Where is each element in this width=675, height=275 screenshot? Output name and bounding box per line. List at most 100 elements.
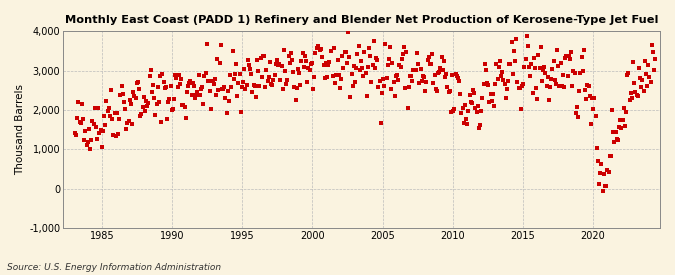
Point: [116, 84, 127, 89]
Point: [612, 138, 623, 142]
Point: [394, 63, 405, 68]
Point: [164, 97, 175, 101]
Point: [290, 98, 301, 102]
Point: [117, 92, 128, 97]
Point: [354, 68, 365, 73]
Point: [417, 74, 428, 78]
Point: [350, 80, 360, 84]
Point: [546, 77, 557, 82]
Point: [279, 69, 290, 74]
Point: [134, 86, 144, 91]
Point: [455, 92, 466, 97]
Point: [356, 65, 367, 70]
Point: [338, 65, 349, 70]
Point: [434, 70, 445, 74]
Point: [508, 72, 518, 76]
Point: [554, 84, 565, 89]
Point: [508, 49, 519, 53]
Point: [348, 64, 359, 68]
Point: [155, 74, 165, 78]
Point: [452, 76, 463, 80]
Point: [90, 125, 101, 130]
Point: [205, 89, 216, 93]
Point: [253, 69, 264, 73]
Point: [429, 73, 440, 77]
Point: [103, 106, 114, 110]
Point: [495, 59, 506, 64]
Point: [572, 105, 583, 110]
Point: [335, 85, 346, 90]
Point: [463, 109, 474, 113]
Point: [86, 138, 97, 142]
Point: [626, 96, 637, 100]
Point: [421, 80, 432, 84]
Point: [649, 67, 659, 72]
Point: [119, 107, 130, 111]
Point: [547, 67, 558, 71]
Point: [540, 71, 551, 75]
Point: [359, 50, 370, 54]
Point: [447, 73, 458, 77]
Point: [524, 65, 535, 69]
Point: [109, 111, 120, 115]
Point: [537, 79, 547, 83]
Point: [266, 82, 277, 87]
Point: [589, 96, 600, 101]
Point: [267, 82, 277, 87]
Point: [577, 69, 588, 73]
Point: [140, 109, 151, 113]
Point: [74, 120, 85, 124]
Point: [548, 59, 559, 63]
Point: [469, 91, 480, 95]
Point: [84, 147, 95, 151]
Point: [94, 131, 105, 135]
Point: [159, 86, 170, 90]
Point: [247, 90, 258, 95]
Point: [220, 96, 231, 101]
Point: [196, 87, 207, 91]
Point: [645, 80, 656, 84]
Point: [476, 109, 487, 113]
Point: [448, 109, 458, 113]
Point: [486, 99, 497, 103]
Point: [223, 89, 234, 93]
Point: [262, 79, 273, 83]
Point: [444, 89, 455, 93]
Point: [186, 92, 197, 97]
Point: [464, 93, 475, 97]
Point: [124, 98, 135, 102]
Point: [169, 97, 180, 101]
Point: [136, 112, 147, 116]
Point: [632, 94, 643, 98]
Point: [392, 73, 402, 78]
Point: [129, 94, 140, 98]
Point: [87, 119, 98, 123]
Point: [393, 77, 404, 82]
Point: [366, 80, 377, 84]
Point: [423, 55, 434, 60]
Point: [288, 70, 298, 74]
Point: [113, 132, 124, 136]
Point: [326, 19, 337, 24]
Point: [539, 65, 549, 70]
Point: [597, 189, 608, 194]
Point: [135, 114, 146, 119]
Point: [165, 84, 176, 89]
Point: [227, 49, 238, 53]
Point: [146, 90, 157, 95]
Point: [633, 66, 644, 70]
Point: [616, 126, 627, 130]
Point: [427, 52, 437, 56]
Point: [556, 61, 566, 66]
Point: [249, 84, 260, 88]
Point: [259, 54, 269, 58]
Point: [190, 96, 200, 100]
Point: [644, 75, 655, 79]
Point: [142, 104, 153, 109]
Point: [70, 131, 80, 135]
Point: [270, 62, 281, 66]
Point: [385, 45, 396, 49]
Point: [620, 110, 631, 114]
Point: [300, 59, 311, 63]
Point: [391, 74, 402, 78]
